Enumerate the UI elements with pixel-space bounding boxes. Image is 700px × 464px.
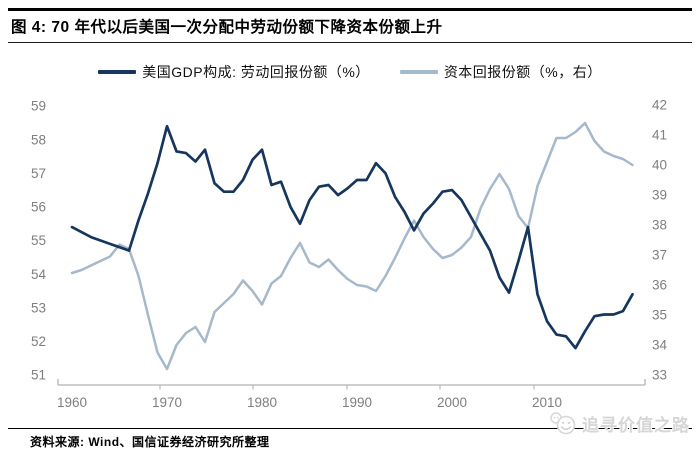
x-tick-label: 1970 [152, 395, 182, 410]
chart-legend: 美国GDP构成: 劳动回报份额（%） 资本回报份额（%，右） [0, 60, 700, 84]
x-tick-label: 2010 [532, 395, 562, 410]
right-axis-tick-label: 37 [652, 248, 667, 263]
footer-rule [8, 428, 692, 429]
left-axis-tick-label: 51 [31, 368, 46, 383]
legend-item-capital: 资本回报份额（%，右） [399, 62, 602, 82]
capital-line-swatch [399, 70, 438, 74]
right-axis-tick-label: 38 [652, 218, 667, 233]
right-axis-tick-label: 39 [652, 188, 667, 203]
watermark: 追寻价值之路 [548, 410, 690, 437]
line-chart: 1960 1970 1980 1990 2000 2010 51 52 53 54 55 56 57 58… [0, 95, 700, 425]
right-axis-tick-label: 35 [652, 308, 667, 323]
legend-label-capital: 资本回报份额（%，右） [443, 64, 602, 80]
left-axis-tick-label: 57 [31, 166, 46, 181]
left-axis-tick-label: 52 [31, 334, 46, 349]
x-tick-label: 1980 [247, 395, 277, 410]
right-axis-tick-label: 33 [652, 368, 667, 383]
figure-title: 图 4: 70 年代以后美国一次分配中劳动份额下降资本份额上升 [11, 19, 443, 36]
left-axis-tick-label: 55 [31, 233, 46, 248]
right-axis-tick-label: 40 [652, 158, 667, 173]
labor-line-swatch [98, 70, 137, 74]
left-axis-tick-label: 56 [31, 200, 46, 215]
x-tick-label: 1960 [57, 395, 87, 410]
chat-smiley-icon [550, 412, 576, 435]
chart-svg: 1960 1970 1980 1990 2000 2010 51 52 53 54 55 56 57 58… [31, 98, 668, 410]
x-tick-label: 2000 [437, 395, 467, 410]
right-axis-tick-label: 41 [652, 128, 667, 143]
header-bottom-rule [8, 42, 692, 43]
left-axis-tick-label: 54 [31, 267, 47, 282]
source-note: 资料来源: Wind、国信证券经济研究所整理 [30, 435, 270, 449]
legend-label-labor: 美国GDP构成: 劳动回报份额（%） [142, 64, 370, 80]
capital-share-line [70, 121, 634, 371]
labor-share-line [70, 124, 634, 350]
right-axis-tick-label: 36 [652, 278, 667, 293]
legend-item-labor: 美国GDP构成: 劳动回报份额（%） [98, 62, 370, 82]
right-axis-tick-label: 34 [652, 338, 668, 353]
right-axis-tick-label: 42 [652, 98, 667, 113]
left-axis-tick-label: 53 [31, 300, 46, 315]
left-axis-tick-label: 59 [31, 99, 46, 114]
left-axis-tick-label: 58 [31, 132, 46, 147]
watermark-text: 追寻价值之路 [582, 416, 690, 435]
header-top-rule [8, 8, 692, 11]
x-tick-label: 1990 [342, 395, 372, 410]
